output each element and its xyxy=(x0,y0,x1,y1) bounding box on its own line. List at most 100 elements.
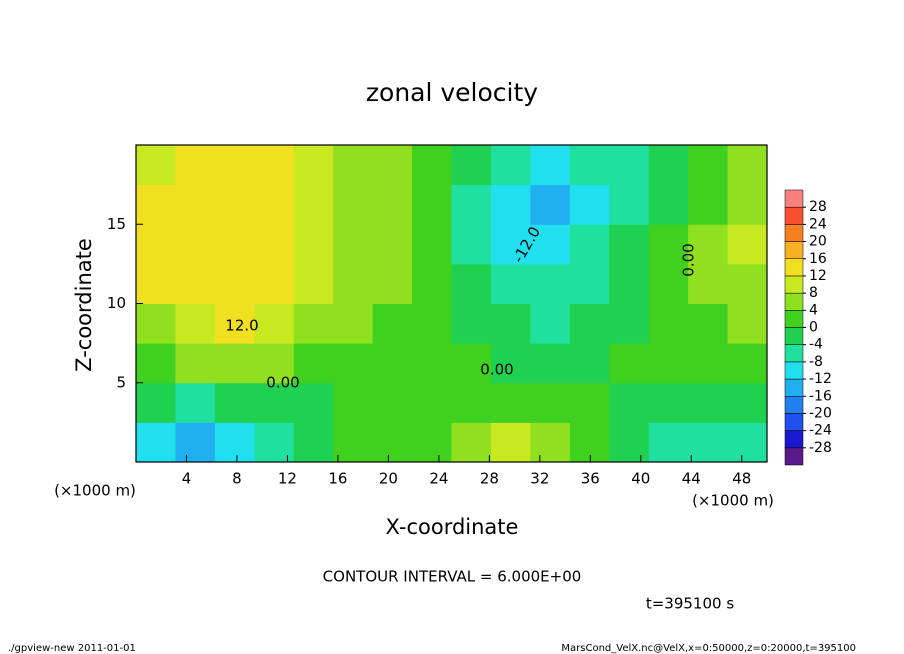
field-cell xyxy=(254,224,295,265)
field-cell xyxy=(727,303,768,344)
field-cell xyxy=(530,263,571,304)
field-cell xyxy=(214,422,255,463)
contour-label: 0.00 xyxy=(480,361,513,379)
field-cell xyxy=(412,224,452,265)
field-cell xyxy=(569,263,610,304)
field-cell xyxy=(530,422,571,463)
colorbar-label: 8 xyxy=(809,285,818,301)
field-cell xyxy=(688,382,729,423)
x-tick-label: 36 xyxy=(581,470,600,488)
field-cell xyxy=(214,145,255,186)
colorbar-box xyxy=(784,413,804,431)
field-cell xyxy=(569,422,610,463)
colorbar-box xyxy=(784,447,804,466)
footer-left: ./gpview-new 2011-01-01 xyxy=(8,643,136,654)
chart-title: zonal velocity xyxy=(366,78,538,107)
x-axis-label: X-coordinate xyxy=(386,515,519,539)
field-cell xyxy=(609,184,650,225)
field-cell xyxy=(372,263,413,304)
field-cell xyxy=(648,263,689,304)
field-cell xyxy=(569,224,610,265)
colorbar-label: 24 xyxy=(809,216,827,232)
field-cell xyxy=(136,184,176,225)
contour-label: 12.0 xyxy=(225,317,258,335)
field-cell xyxy=(372,382,413,423)
field-cell xyxy=(451,382,492,423)
field-cell xyxy=(372,145,413,186)
field-cell xyxy=(293,145,334,186)
field-cell xyxy=(372,184,413,225)
colorbar-box xyxy=(784,258,804,277)
field-cell xyxy=(254,145,295,186)
field-cell xyxy=(293,224,334,265)
field-cell xyxy=(569,184,610,225)
field-cell xyxy=(293,343,334,384)
colorbar-box xyxy=(784,241,804,259)
field-cell xyxy=(727,145,768,186)
field-cell xyxy=(530,184,571,225)
field-cell xyxy=(254,343,295,384)
field-cell xyxy=(609,303,650,344)
field-cell xyxy=(609,145,650,186)
footer-right: MarsCond_VelX.nc@VelX,x=0:50000,z=0:2000… xyxy=(561,643,856,654)
field-cell xyxy=(372,303,413,344)
x-tick-label: 44 xyxy=(682,470,701,488)
colorbar-label: 16 xyxy=(809,251,827,267)
colorbar-label: -28 xyxy=(809,440,832,456)
field-cell xyxy=(688,224,729,265)
field-cell xyxy=(569,303,610,344)
field-cell xyxy=(569,145,610,186)
field-cell xyxy=(293,263,334,304)
colorbar-box xyxy=(784,361,804,380)
field-cell xyxy=(293,184,334,225)
field-cell xyxy=(175,263,216,304)
x-tick-label: 4 xyxy=(182,470,192,488)
field-cell xyxy=(412,343,452,384)
field-cell xyxy=(412,303,452,344)
field-cell xyxy=(727,382,768,423)
colorbar-box xyxy=(784,396,804,414)
y-tick-label: 5 xyxy=(116,373,126,391)
field-cell xyxy=(412,184,452,225)
field-cell xyxy=(727,224,768,265)
field-cell xyxy=(648,343,689,384)
field xyxy=(136,145,768,463)
field-cell xyxy=(451,343,492,384)
field-cell xyxy=(451,422,492,463)
x-tick-label: 48 xyxy=(732,470,751,488)
colorbar-label: -20 xyxy=(809,405,832,421)
colorbar-label: -12 xyxy=(809,371,832,387)
field-cell xyxy=(372,224,413,265)
colorbar-label: -8 xyxy=(809,354,823,370)
field-cell xyxy=(333,224,374,265)
field-cell xyxy=(333,263,374,304)
colorbar-box xyxy=(784,430,804,449)
field-cell xyxy=(254,382,295,423)
field-cell xyxy=(648,184,689,225)
field-cell xyxy=(609,343,650,384)
field-cell xyxy=(727,343,768,384)
x-tick-label: 40 xyxy=(631,470,650,488)
x-unit: (×1000 m) xyxy=(692,492,774,510)
colorbar-box xyxy=(784,275,804,294)
field-cell xyxy=(136,382,176,423)
field-cell xyxy=(175,343,216,384)
field-cell xyxy=(254,184,295,225)
field-cell xyxy=(175,224,216,265)
field-cell xyxy=(214,224,255,265)
field-cell xyxy=(372,422,413,463)
field-cell xyxy=(648,382,689,423)
field-cell xyxy=(136,263,176,304)
field-cell xyxy=(175,382,216,423)
colorbar-box xyxy=(784,292,804,311)
field-cell xyxy=(333,343,374,384)
field-cell xyxy=(412,422,452,463)
x-tick-label: 8 xyxy=(232,470,242,488)
x-tick-label: 16 xyxy=(328,470,347,488)
x-tick-label: 24 xyxy=(429,470,448,488)
field-cell xyxy=(136,343,176,384)
contour-interval: CONTOUR INTERVAL = 6.000E+00 xyxy=(323,568,582,586)
field-cell xyxy=(727,263,768,304)
field-cell xyxy=(530,145,571,186)
